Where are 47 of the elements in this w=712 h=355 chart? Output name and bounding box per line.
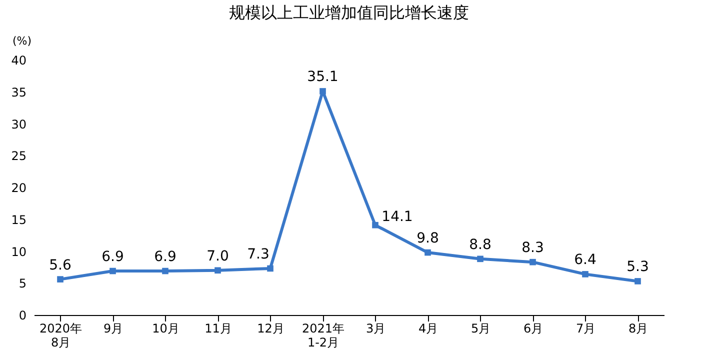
text: 5.3 bbox=[626, 259, 649, 276]
y-tick-label: 0 bbox=[18, 308, 26, 322]
text: 7.0 bbox=[206, 248, 229, 264]
point bbox=[530, 258, 536, 266]
text: 14.1 bbox=[382, 209, 413, 226]
point bbox=[110, 268, 116, 274]
x-tick-label: 2021年 1-2月 bbox=[302, 322, 345, 350]
point bbox=[582, 271, 588, 278]
point bbox=[320, 88, 326, 94]
y-tick-label: 10 bbox=[11, 244, 26, 259]
text: 8.3 bbox=[522, 240, 544, 256]
point bbox=[214, 267, 221, 274]
x-tick-label: 2020年 8月 bbox=[39, 322, 82, 350]
y-tick-label: 5 bbox=[18, 276, 26, 291]
point bbox=[634, 278, 641, 284]
point bbox=[424, 249, 431, 256]
x-tick-label: 6月 bbox=[523, 322, 544, 336]
x-tick-label: 3月 bbox=[366, 322, 386, 336]
y-tick-label: 25 bbox=[11, 149, 26, 164]
x-tick-label: 5月 bbox=[470, 322, 491, 336]
y-tick-label: 15 bbox=[11, 212, 26, 227]
x-tick-label: 9月 bbox=[103, 322, 124, 336]
chart-title: 规模以上工业增加值同比增长速度 bbox=[229, 3, 469, 22]
x-tick-label: 8月 bbox=[628, 322, 648, 336]
x-tick-label: 4月 bbox=[418, 322, 438, 336]
point bbox=[267, 265, 274, 272]
y-tick-label: 30 bbox=[11, 117, 26, 132]
text: 5.6 bbox=[49, 257, 72, 274]
point bbox=[477, 256, 484, 262]
text: 7.3 bbox=[247, 246, 270, 262]
y-tick-label: 35 bbox=[11, 85, 26, 100]
x-tick-label: 12月 bbox=[257, 322, 284, 336]
point bbox=[372, 222, 378, 228]
text: 6.9 bbox=[102, 249, 124, 266]
y-tick-label: 20 bbox=[11, 181, 26, 195]
x-tick-label: 10月 bbox=[152, 322, 180, 336]
point bbox=[162, 268, 168, 274]
text: 35.1 bbox=[307, 69, 338, 86]
point bbox=[57, 276, 64, 282]
y-tick-label: 40 bbox=[11, 54, 26, 68]
text: 8.8 bbox=[469, 236, 492, 253]
x-tick-label: 7月 bbox=[576, 322, 596, 336]
x-tick-label: 11月 bbox=[204, 322, 232, 336]
text: 6.4 bbox=[574, 252, 596, 268]
text: 6.9 bbox=[154, 249, 176, 266]
text: 9.8 bbox=[416, 230, 439, 247]
y-axis-title: (%) bbox=[12, 34, 32, 48]
